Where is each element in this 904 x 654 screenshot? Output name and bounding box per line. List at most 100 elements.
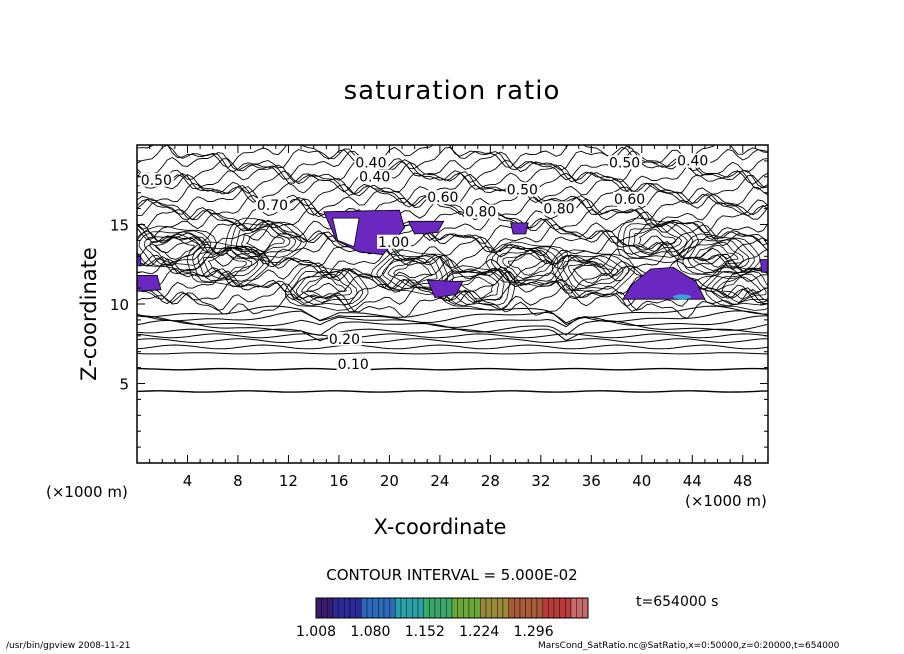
x-tick-label: 4 xyxy=(183,472,193,490)
contour-line xyxy=(562,255,624,289)
colorbar-cell xyxy=(400,597,407,619)
contour-line xyxy=(637,228,677,252)
contour-line xyxy=(628,223,688,258)
colorbar-cell xyxy=(406,597,413,619)
colorbar-cell xyxy=(429,597,436,619)
colorbar-label: 1.152 xyxy=(405,624,445,640)
colorbar-cell xyxy=(383,597,390,619)
contour-label: 0.50 xyxy=(507,182,538,198)
contour-label: 0.60 xyxy=(614,192,645,208)
y-tick-label: 5 xyxy=(119,376,129,394)
contour-line xyxy=(137,193,768,222)
colorbar-cell xyxy=(355,597,362,619)
contour-label-bg xyxy=(607,155,642,170)
colorbar-cell xyxy=(536,597,543,619)
contour-line xyxy=(557,254,630,291)
colorbar-cell xyxy=(361,597,368,619)
colorbar-cell xyxy=(321,597,328,619)
x-axis-unit: (×1000 m) xyxy=(685,492,767,510)
footer-left: /usr/bin/gpview 2008-11-21 xyxy=(6,641,131,651)
y-tick-label: 15 xyxy=(110,217,129,235)
contour-label-bg xyxy=(426,190,461,205)
contour-line xyxy=(137,150,768,181)
contour-line xyxy=(137,390,768,393)
contour-line xyxy=(137,161,768,193)
colorbar-cell xyxy=(514,597,521,619)
colorbar-cell xyxy=(332,597,339,619)
contour-line xyxy=(692,242,744,272)
contour-line xyxy=(682,238,755,275)
contour-line xyxy=(137,225,217,272)
contour-line xyxy=(622,222,694,259)
contour-line xyxy=(144,231,206,265)
contour-line xyxy=(502,249,553,279)
contour-line xyxy=(202,249,253,279)
contour-label: 0.20 xyxy=(329,332,360,348)
contour-label-bg xyxy=(505,182,540,197)
contour-line xyxy=(496,247,559,281)
y-tick-label: 10 xyxy=(110,296,129,314)
contour-lines: 0.400.400.500.500.50 0.400.60 0.600.70 0.80… xyxy=(137,145,768,393)
colorbar-cell xyxy=(497,597,504,619)
colorbar-cell xyxy=(434,597,441,619)
contour-line xyxy=(301,273,353,303)
colorbar-label: 1.224 xyxy=(459,624,499,640)
x-tick-label: 16 xyxy=(329,472,348,490)
contour-line xyxy=(393,260,433,284)
contour-label: 0.50 xyxy=(609,155,640,171)
shaded-region xyxy=(137,275,162,292)
x-tick-label: 28 xyxy=(481,472,500,490)
contour-label-bg xyxy=(255,198,290,213)
contour-label: 0.50 xyxy=(141,173,172,189)
time-label: t=654000 s xyxy=(636,594,719,610)
contour-line xyxy=(137,198,768,229)
x-tick-label: 48 xyxy=(733,472,752,490)
contour-line xyxy=(207,252,247,276)
contour-line xyxy=(137,229,768,257)
colorbar-cell xyxy=(508,597,515,619)
contour-line xyxy=(137,352,768,355)
contour-line xyxy=(137,338,768,344)
colorbar-cell xyxy=(570,597,577,619)
x-tick-label: 36 xyxy=(582,472,601,490)
colorbar-cell xyxy=(457,597,464,619)
colorbar-frame xyxy=(315,597,589,619)
contour-line xyxy=(230,222,302,259)
colorbar-cell xyxy=(531,597,538,619)
x-tick-label: 8 xyxy=(233,472,243,490)
x-tick-label: 44 xyxy=(683,472,702,490)
x-tick-label: 12 xyxy=(279,472,298,490)
colorbar-cell xyxy=(468,597,475,619)
contour-line xyxy=(137,288,768,319)
contour-label-bg xyxy=(327,331,362,346)
chart-title: saturation ratio xyxy=(343,76,561,106)
contour-label-bg xyxy=(613,191,648,206)
contour-line xyxy=(137,210,768,241)
colorbar-cell xyxy=(463,597,470,619)
shaded-region xyxy=(510,222,529,235)
footer-right: MarsCond_SatRatio.nc@SatRatio,x=0:50000,… xyxy=(538,641,840,651)
x-tick-label: 24 xyxy=(430,472,449,490)
contour-line xyxy=(137,157,768,185)
contour-label: 0.80 xyxy=(465,205,496,221)
colorbar-cell xyxy=(349,597,356,619)
colorbar-cell xyxy=(542,597,549,619)
shaded-region xyxy=(137,254,142,267)
contour-line xyxy=(137,145,768,169)
shaded-region xyxy=(426,279,464,299)
contour-line xyxy=(137,367,768,371)
contour-line xyxy=(387,258,438,287)
contour-line xyxy=(137,240,768,271)
colorbar-cell xyxy=(395,597,402,619)
colorbar-cell xyxy=(559,597,566,619)
contour-label-bg xyxy=(336,357,371,372)
colorbar-label: 1.296 xyxy=(514,624,554,640)
colorbar-label: 1.008 xyxy=(296,624,336,640)
contour-label: 1.00 xyxy=(378,235,409,251)
contour-label-bg xyxy=(542,201,577,216)
contour-line xyxy=(137,305,768,326)
contour-line xyxy=(138,230,212,267)
colorbar-cell xyxy=(327,597,334,619)
contour-label: 0.60 xyxy=(427,190,458,206)
